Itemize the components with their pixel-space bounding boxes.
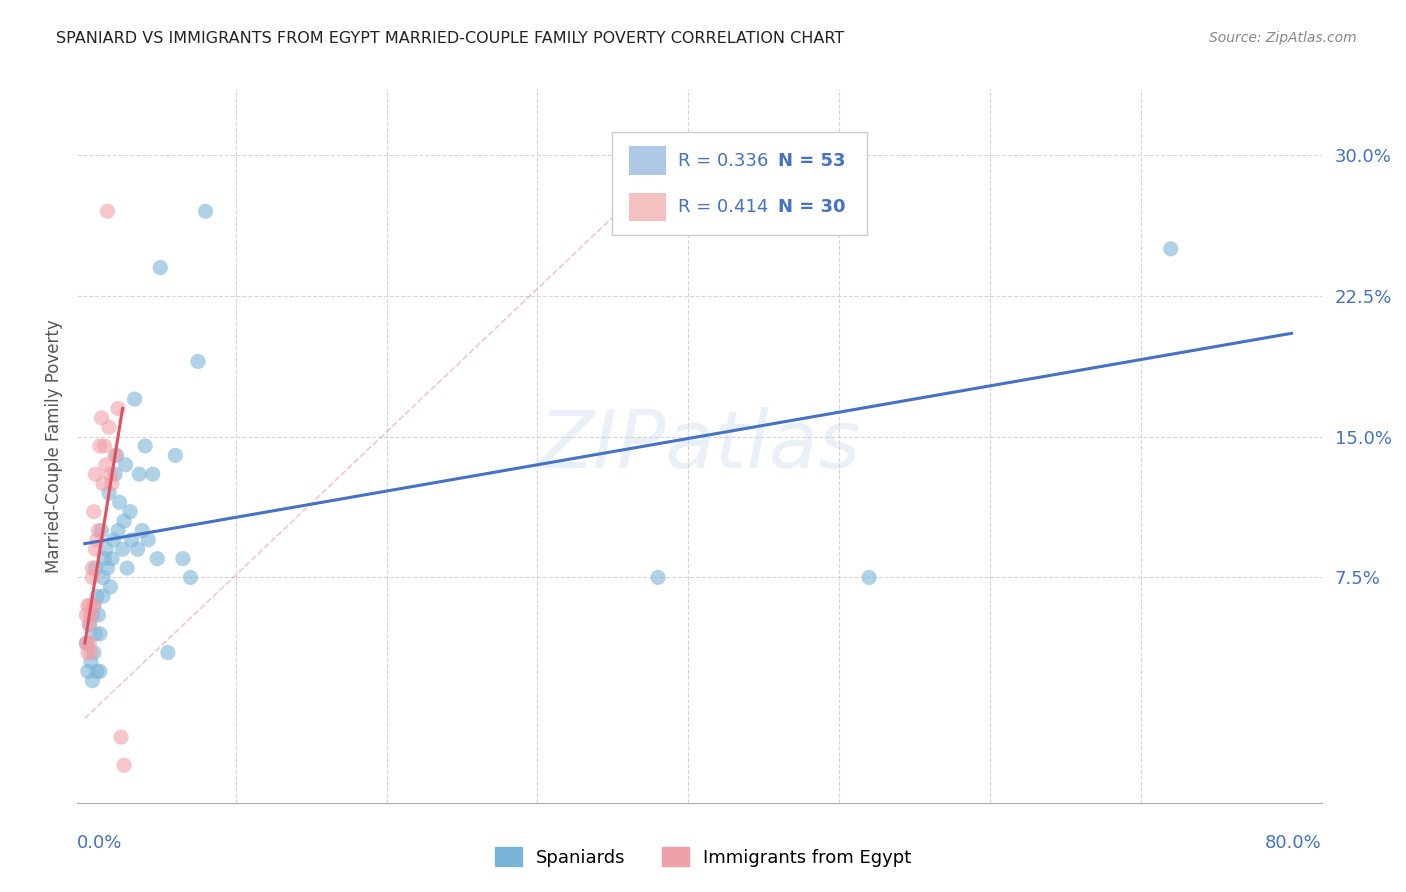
Text: R = 0.336: R = 0.336	[678, 152, 769, 169]
Point	[84, 561, 107, 575]
Point	[89, 439, 111, 453]
Point	[187, 354, 209, 368]
Point	[89, 665, 111, 679]
Point	[75, 636, 97, 650]
Point	[108, 495, 131, 509]
Point	[858, 570, 880, 584]
Point	[91, 570, 114, 584]
Point	[87, 524, 110, 538]
Point	[179, 570, 201, 584]
Point	[149, 260, 172, 275]
Point	[79, 636, 101, 650]
Point	[101, 476, 124, 491]
Text: Source: ZipAtlas.com: Source: ZipAtlas.com	[1209, 31, 1357, 45]
Point	[115, 561, 138, 575]
Point	[84, 467, 107, 482]
Point	[77, 646, 100, 660]
Point	[87, 607, 110, 622]
Point	[105, 449, 128, 463]
Text: N = 30: N = 30	[778, 198, 845, 216]
Text: SPANIARD VS IMMIGRANTS FROM EGYPT MARRIED-COUPLE FAMILY POVERTY CORRELATION CHAR: SPANIARD VS IMMIGRANTS FROM EGYPT MARRIE…	[56, 31, 845, 46]
FancyBboxPatch shape	[628, 193, 666, 221]
Point	[84, 627, 107, 641]
Point	[98, 420, 121, 434]
Point	[79, 617, 101, 632]
Point	[165, 449, 187, 463]
Point	[156, 646, 179, 660]
Point	[120, 505, 142, 519]
Text: 80.0%: 80.0%	[1265, 834, 1322, 852]
Point	[83, 505, 105, 519]
Point	[75, 636, 97, 650]
Point	[94, 458, 117, 472]
Point	[121, 533, 143, 547]
Y-axis label: Married-Couple Family Poverty: Married-Couple Family Poverty	[45, 319, 63, 573]
FancyBboxPatch shape	[613, 132, 868, 235]
Point	[90, 410, 112, 425]
Point	[86, 533, 108, 547]
Point	[90, 524, 112, 538]
Point	[146, 551, 169, 566]
Point	[91, 476, 114, 491]
Point	[100, 467, 122, 482]
Point	[104, 449, 127, 463]
Point	[104, 467, 127, 482]
Point	[647, 570, 669, 584]
Point	[83, 599, 105, 613]
Point	[1160, 242, 1182, 256]
Text: 0.0%: 0.0%	[77, 834, 122, 852]
Point	[100, 580, 122, 594]
Point	[79, 599, 101, 613]
Point	[127, 542, 149, 557]
Point	[124, 392, 146, 406]
Text: ZIPatlas: ZIPatlas	[538, 407, 860, 485]
Point	[77, 665, 100, 679]
Point	[112, 758, 135, 772]
Point	[142, 467, 165, 482]
Point	[172, 551, 194, 566]
Point	[80, 646, 103, 660]
Point	[77, 599, 100, 613]
Point	[91, 589, 114, 603]
Point	[86, 665, 108, 679]
Point	[111, 542, 134, 557]
Point	[110, 730, 132, 744]
Point	[80, 655, 103, 669]
Point	[82, 570, 104, 584]
Text: R = 0.414: R = 0.414	[678, 198, 769, 216]
Text: N = 53: N = 53	[778, 152, 845, 169]
Point	[82, 673, 104, 688]
Point	[101, 551, 124, 566]
Point	[89, 627, 111, 641]
Point	[194, 204, 217, 219]
Point	[112, 514, 135, 528]
Point	[107, 524, 129, 538]
Point	[103, 533, 125, 547]
Point	[75, 607, 97, 622]
Point	[134, 439, 156, 453]
Point	[83, 599, 105, 613]
Point	[80, 607, 103, 622]
Point	[136, 533, 159, 547]
Point	[96, 204, 118, 219]
Point	[94, 542, 117, 557]
Point	[86, 589, 108, 603]
Point	[107, 401, 129, 416]
Point	[84, 542, 107, 557]
Point	[114, 458, 136, 472]
Point	[96, 561, 118, 575]
Legend: Spaniards, Immigrants from Egypt: Spaniards, Immigrants from Egypt	[488, 840, 918, 874]
FancyBboxPatch shape	[628, 146, 666, 175]
Point	[131, 524, 153, 538]
Point	[82, 561, 104, 575]
Point	[79, 617, 101, 632]
Point	[128, 467, 150, 482]
Point	[82, 607, 104, 622]
Point	[98, 486, 121, 500]
Point	[93, 439, 115, 453]
Point	[93, 551, 115, 566]
Point	[83, 646, 105, 660]
